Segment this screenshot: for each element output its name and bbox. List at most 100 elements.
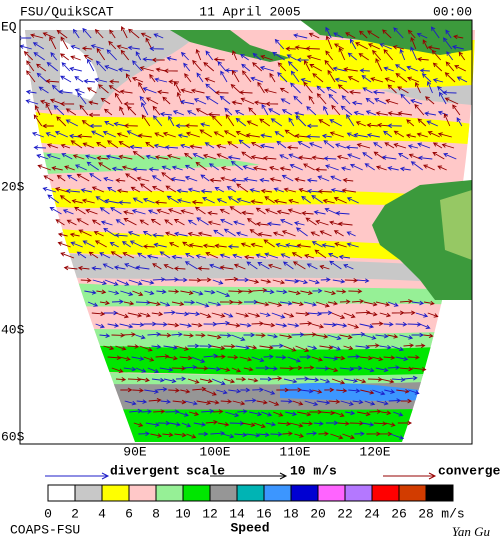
wind-arrow [31,131,44,138]
wind-arrow [166,154,181,160]
wind-arrow [255,301,270,307]
wind-arrow [232,50,238,61]
wind-arrow [59,195,71,204]
wind-arrow [230,83,241,94]
wind-arrow [339,299,351,305]
wind-arrow [76,251,87,259]
wind-arrow [314,249,327,259]
wind-arrow [375,58,383,72]
wind-arrow [94,29,104,39]
wind-arrow [114,92,123,105]
wind-arrow [177,133,188,139]
colorbar-swatch [47,484,76,502]
wind-arrow [329,260,342,270]
wind-arrow [307,311,323,317]
wind-arrow [257,81,265,94]
wind-arrow [268,400,280,406]
wind-arrow [171,366,187,371]
scale-value: 10 m/s [290,463,337,478]
wind-arrow [366,133,380,138]
lon-label: 110E [279,444,310,459]
wind-arrow [283,312,295,318]
wind-arrow [323,356,339,361]
colorbar-tick-label: 26 [391,506,407,521]
wind-arrow [391,310,405,316]
wind-arrow [458,51,466,61]
wind-arrow [118,200,131,205]
wind-arrow [269,72,276,83]
wind-arrow [387,334,399,339]
wind-arrow [388,398,402,403]
wind-arrow [151,185,165,193]
wind-arrow [69,66,82,72]
wind-arrow [247,345,258,350]
wind-arrow [145,154,157,160]
wind-arrow [363,301,378,307]
wind-arrow [70,241,83,248]
wind-arrow [276,209,290,215]
wind-arrow [403,310,416,316]
wind-arrow [303,332,317,337]
wind-arrow [99,207,110,215]
wind-arrow [170,176,186,182]
legend: divergent scale 10 m/s convergent [45,463,500,480]
wind-arrow [98,162,111,171]
wind-arrow [165,231,176,237]
wind-arrow [393,411,404,417]
wind-arrow [102,130,116,138]
wind-arrow [104,121,115,127]
wind-arrow [318,119,331,127]
wind-arrow [267,366,278,371]
wind-arrow [352,399,364,405]
wind-arrow [283,187,297,193]
wind-arrow [233,263,246,270]
wind-arrow [195,333,206,338]
wind-arrow [257,232,272,237]
wind-arrow [229,206,242,215]
wind-arrow [121,165,135,171]
wind-arrow [141,409,153,414]
wind-arrow [232,253,243,259]
colorbar-tick-label: 2 [71,506,79,521]
wind-arrow [117,67,130,73]
wind-arrow [432,62,443,72]
wind-arrow [370,77,384,83]
wind-arrow [132,388,144,393]
wind-arrow [86,87,97,94]
wind-arrow [213,229,224,237]
wind-arrow [155,354,170,359]
wind-arrow [271,376,283,381]
wind-arrow [250,154,265,160]
land-australia-interior [440,190,472,260]
wind-arrow [121,241,131,248]
wind-arrow [109,29,116,39]
wind-arrow [415,81,421,94]
wind-arrow [148,167,159,172]
wind-arrow [324,59,335,72]
wind-arrow [107,323,120,328]
wind-arrow [177,411,189,417]
wind-arrow [340,166,351,171]
wind-arrow [216,290,231,298]
wind-arrow [169,422,181,427]
wind-arrow [216,389,228,395]
wind-arrow [272,279,286,285]
wind-arrow [171,254,183,260]
wind-arrow [159,251,171,259]
wind-arrow [79,104,89,116]
wind-arrow [267,263,282,270]
wind-arrow [115,312,129,319]
wind-arrow [246,261,258,270]
wind-arrow [151,57,165,63]
wind-arrow [139,66,154,72]
wind-arrow [337,421,350,426]
band [25,408,475,442]
wind-arrow [99,300,110,306]
wind-arrow [231,334,246,341]
wind-arrow [153,409,166,414]
wind-arrow [357,411,371,417]
colorbar-tick-label: 8 [152,506,160,521]
wind-arrow [255,333,266,338]
wind-arrow [40,99,51,105]
wind-arrow [306,134,320,139]
